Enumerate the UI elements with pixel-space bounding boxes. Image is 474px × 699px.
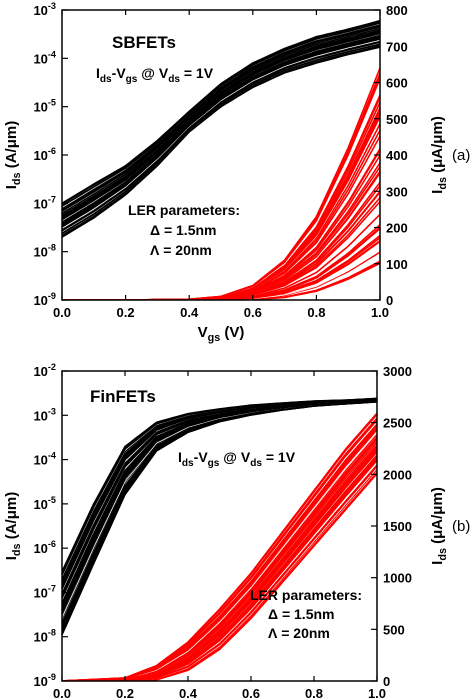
panel-a: 0.0 0.2 0.4 0.6 0.8 1.0 10-9 10-8 10-7 10-6 10-5 10…	[3, 1, 470, 344]
x-tick-label: 1.0	[371, 305, 389, 320]
x-tick-label: 0.0	[53, 305, 71, 320]
ler-delta: Δ = 1.5nm	[150, 222, 216, 238]
chart-title: SBFETs	[112, 33, 176, 52]
y-left-tick-label: 10-3	[33, 1, 56, 18]
x-tick-label: 0.8	[307, 305, 325, 320]
y-left-axis-label: Ids​ (A/μm)	[3, 121, 23, 189]
y-left-tick-label: 10-5	[33, 98, 56, 115]
y-right-tick-label: 1500	[383, 519, 412, 534]
y-left-tick-label: 10-7	[33, 194, 56, 211]
y-right-tick-label: 700	[386, 39, 408, 54]
chart-title: FinFETs	[90, 387, 156, 406]
series-0-curve	[62, 32, 380, 221]
series-1-curve	[62, 261, 380, 300]
y-left-tick-label: 10-7	[33, 583, 56, 600]
curves	[62, 397, 377, 681]
x-tick-label: 0.4	[180, 305, 199, 320]
y-left-tick-label: 10-6	[33, 146, 56, 163]
y-right-tick-label: 0	[386, 293, 393, 308]
panel-label: (a)	[452, 147, 470, 164]
y-right-tick-label: 500	[383, 622, 405, 637]
y-right-tick-label: 3000	[383, 364, 412, 379]
y-left-tick-label: 10-8	[33, 243, 56, 260]
series-0-curve	[62, 39, 380, 229]
series-0-curve	[62, 27, 380, 215]
condition-annotation: Ids​-Vgs​ @ Vds​ = 1V	[96, 65, 214, 85]
series-1-curve	[62, 250, 380, 300]
ler-title: LER parameters:	[250, 587, 362, 603]
y-left-tick-label: 10-3	[33, 406, 56, 423]
y-right-tick-label: 100	[386, 257, 408, 272]
y-left-tick-label: 10-8	[33, 628, 56, 645]
y-left-axis-label: Ids​ (A/μm)	[3, 492, 23, 560]
ler-lambda: Λ = 20nm	[150, 242, 212, 258]
y-right-tick-label: 500	[386, 112, 408, 127]
x-tick-label: 0.6	[242, 686, 260, 699]
y-right-tick-label: 0	[383, 674, 390, 689]
series-0-curve	[62, 20, 380, 205]
curves	[62, 19, 380, 300]
x-tick-label: 0.4	[179, 686, 198, 699]
y-right-axis-label: Ids​ (μA/μm)	[429, 116, 449, 194]
y-left-tick-label: 10-4	[33, 49, 56, 66]
series-0-curve	[62, 40, 380, 231]
y-left-tick-label: 10-2	[33, 362, 56, 379]
condition-annotation: Ids​-Vgs​ @ Vds​ = 1V	[178, 449, 296, 469]
series-0-curve	[62, 36, 380, 226]
y-right-tick-label: 400	[386, 148, 408, 163]
y-right-tick-label: 1000	[383, 571, 412, 586]
x-tick-label: 0.8	[305, 686, 323, 699]
series-0-curve	[62, 397, 377, 572]
series-1-curve	[62, 148, 380, 300]
series-0-curve	[62, 45, 380, 237]
ler-lambda: Λ = 20nm	[268, 625, 330, 641]
series-0-curve	[62, 22, 380, 207]
series-1-curve	[62, 262, 380, 300]
panel-label: (b)	[452, 518, 470, 535]
y-right-axis-label: Ids​ (μA/μm)	[429, 487, 449, 565]
y-left-tick-label: 10-4	[33, 451, 56, 468]
series-1-curve	[62, 473, 377, 681]
series-0-curve	[62, 43, 380, 235]
series-1-curve	[62, 135, 380, 300]
x-tick-label: 1.0	[368, 686, 386, 699]
y-right-tick-label: 300	[386, 184, 408, 199]
y-right-tick-label: 2500	[383, 416, 412, 431]
y-right-tick-label: 2000	[383, 467, 412, 482]
x-tick-label: 0.2	[116, 686, 134, 699]
series-0-curve	[62, 24, 380, 210]
y-left-tick-label: 10-6	[33, 539, 56, 556]
ler-title: LER parameters:	[128, 202, 240, 218]
series-0-curve	[62, 34, 380, 223]
y-left-tick-label: 10-5	[33, 495, 56, 512]
y-left-tick-label: 10-9	[33, 672, 56, 689]
x-tick-label: 0.6	[244, 305, 262, 320]
panel-b: 0.0 0.2 0.4 0.6 0.8 1.0 10-9 10-8 10-7 10-6 10-5 10…	[3, 362, 470, 699]
series-0-curve	[62, 25, 380, 212]
x-tick-label: 0.0	[53, 686, 71, 699]
y-right-tick-label: 800	[386, 3, 408, 18]
x-axis-label: Vgs​ (V)	[198, 324, 245, 344]
y-right-tick-label: 600	[386, 76, 408, 91]
y-right-tick-label: 200	[386, 221, 408, 236]
y-left-tick-label: 10-9	[33, 291, 56, 308]
x-tick-label: 0.2	[117, 305, 135, 320]
ler-delta: Δ = 1.5nm	[268, 606, 334, 622]
series-1-curve	[62, 67, 380, 300]
series-1-curve	[62, 412, 377, 681]
